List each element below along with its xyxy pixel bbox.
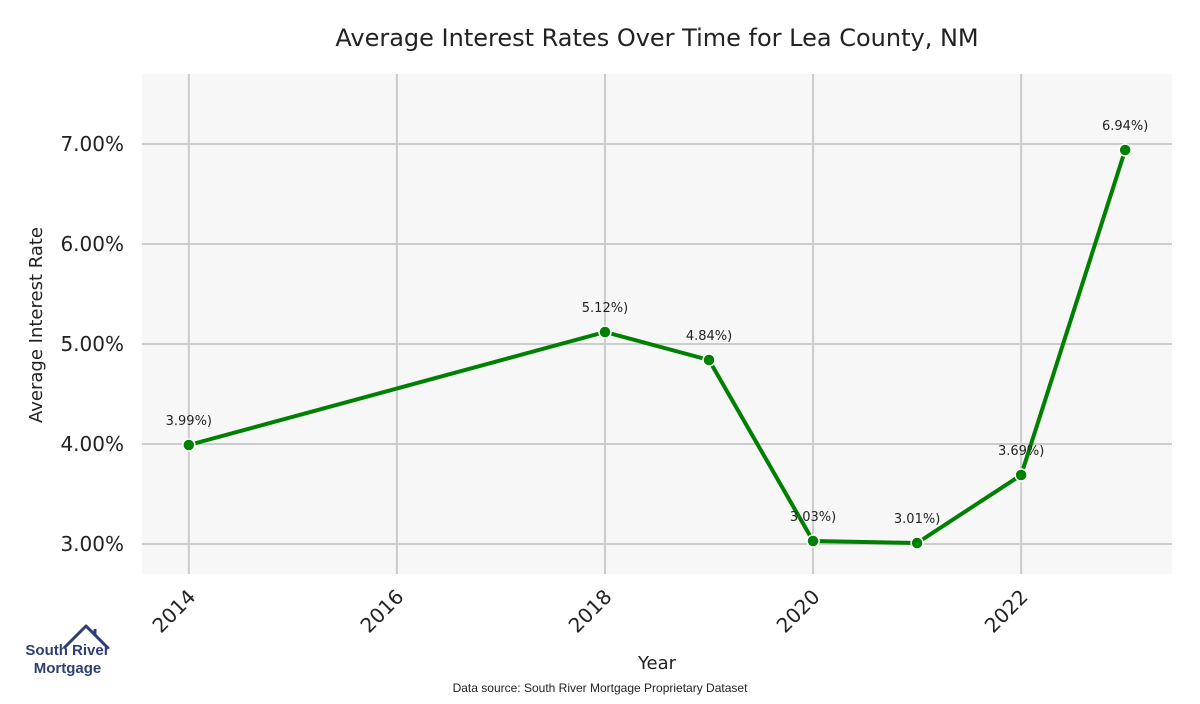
y-tick-label: 6.00%: [60, 232, 124, 256]
data-source-note: Data source: South River Mortgage Propri…: [452, 681, 748, 695]
data-point: [182, 438, 196, 452]
y-tick-label: 4.00%: [60, 432, 124, 456]
y-axis-label: Average Interest Rate: [26, 227, 47, 423]
x-tick-label: 2014: [147, 585, 200, 638]
brand-logo: South River Mortgage: [20, 642, 115, 678]
x-tick-label: 2020: [772, 585, 825, 638]
y-tick-label: 5.00%: [60, 332, 124, 356]
data-label: 3.99%): [166, 414, 212, 429]
data-points: [182, 143, 1132, 550]
data-point: [910, 536, 924, 550]
data-point: [598, 325, 612, 339]
y-tick-label: 7.00%: [60, 132, 124, 156]
house-icon: [62, 624, 110, 650]
y-tick-label: 3.00%: [60, 532, 124, 556]
data-label: 3.03%): [790, 510, 836, 525]
data-label: 4.84%): [686, 329, 732, 344]
x-axis-label: Year: [637, 653, 677, 674]
data-point: [1118, 143, 1132, 157]
plot-area: [142, 74, 1172, 574]
brand-line-1: South River: [25, 642, 110, 659]
data-label: 6.94%): [1102, 119, 1148, 134]
data-label: 3.01%): [894, 512, 940, 527]
x-tick-label: 2018: [564, 585, 617, 638]
data-label: 3.69%): [998, 444, 1044, 459]
data-labels: 3.99%) 5.12%) 4.84%) 3.03%) 3.01%) 3.69%) 6.94…: [166, 119, 1149, 527]
brand-line-2: Mortgage: [33, 660, 102, 677]
data-point: [702, 353, 716, 367]
x-tick-label: 2016: [355, 585, 408, 638]
chart-title: Average Interest Rates Over Time for Lea…: [335, 24, 978, 52]
data-label: 5.12%): [582, 301, 628, 316]
data-point: [1014, 468, 1028, 482]
data-point: [806, 534, 820, 548]
x-tick-label: 2022: [980, 585, 1033, 638]
